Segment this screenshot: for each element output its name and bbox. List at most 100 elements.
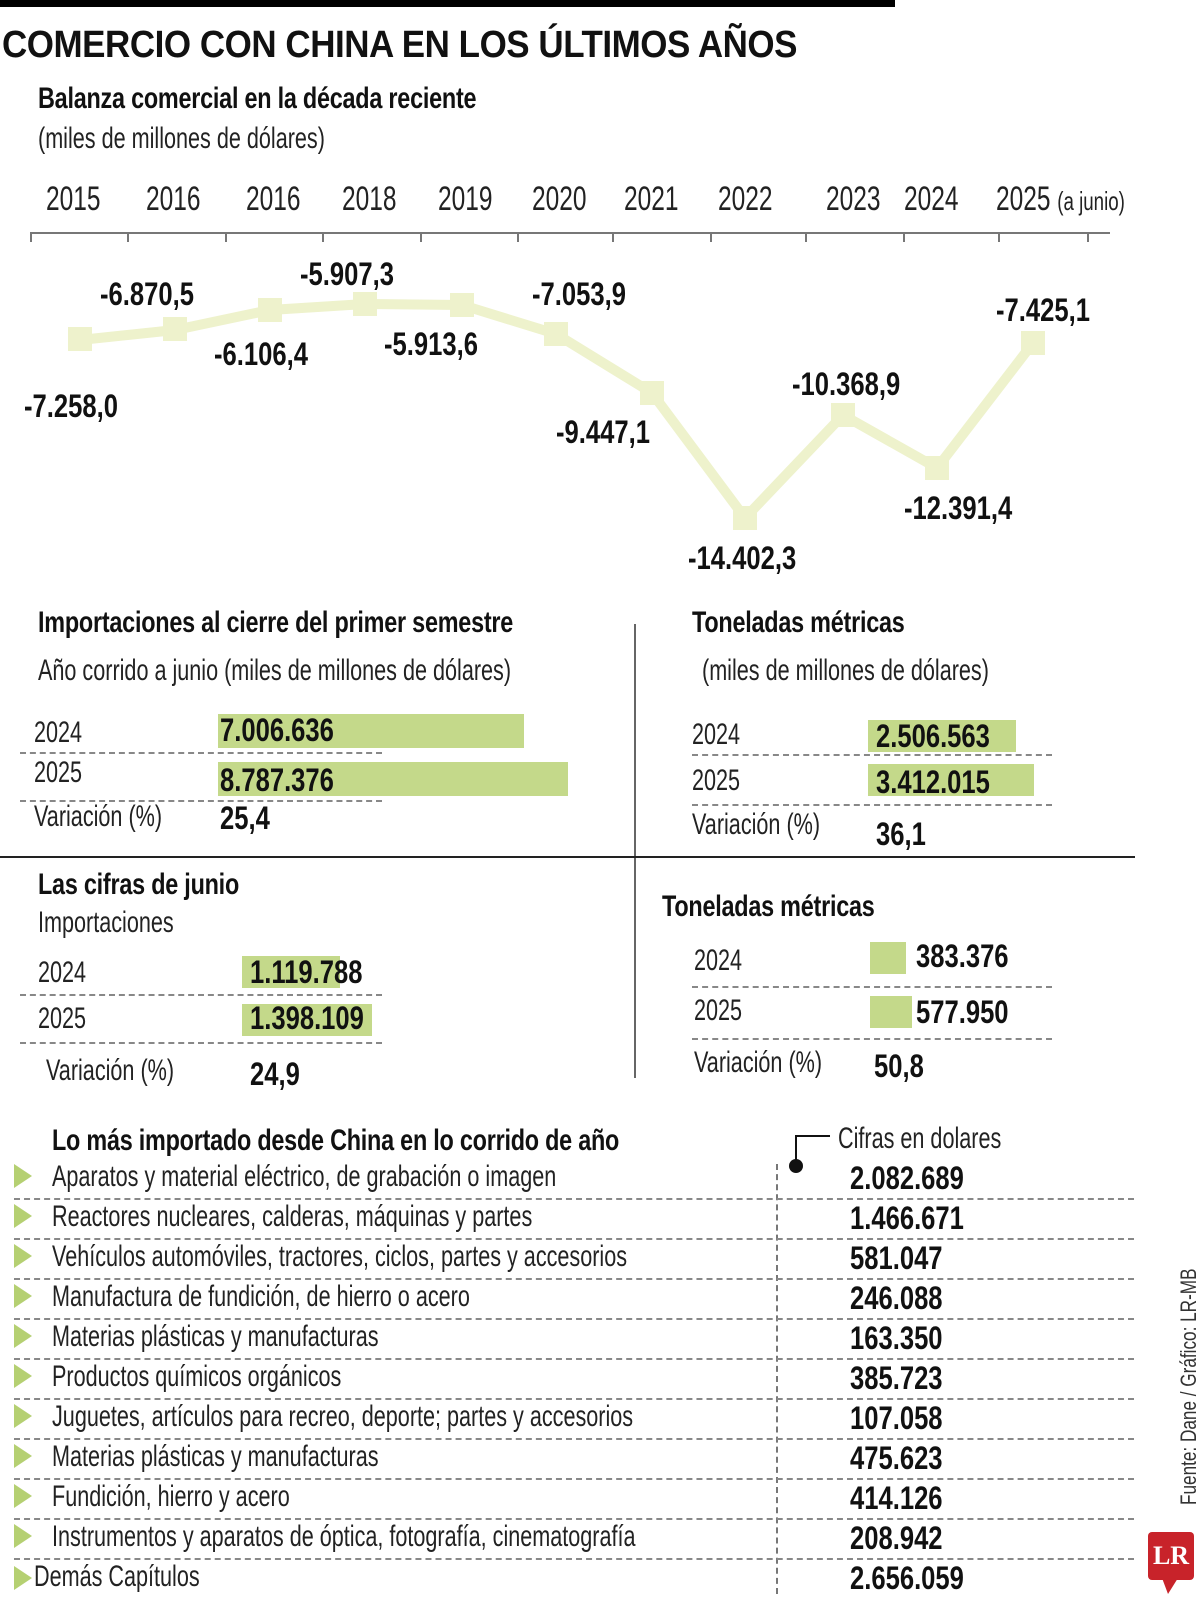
row-divider [14, 1198, 1134, 1200]
list-item-value: 246.088 [850, 1280, 943, 1316]
list-item-value: 208.942 [850, 1520, 943, 1556]
year-label: 2024 [904, 180, 959, 218]
data-label: -5.913,6 [384, 326, 478, 362]
balanza-line-chart [68, 292, 1045, 530]
row-divider [14, 1318, 1134, 1320]
balanza-heading: Balanza comercial en la década reciente [38, 82, 477, 115]
bar-2024 [870, 942, 906, 974]
list-item-value: 414.126 [850, 1480, 943, 1516]
row-year: 2024 [694, 944, 743, 977]
importaciones-heading: Importaciones al cierre del primer semes… [38, 606, 514, 639]
variation-value: 24,9 [250, 1056, 300, 1092]
list-item-value: 475.623 [850, 1440, 943, 1476]
row-divider [692, 986, 1052, 988]
value-column-divider [776, 1164, 778, 1594]
data-label: -6.870,5 [100, 276, 194, 312]
callout-connector-icon [789, 1135, 830, 1173]
list-item-label: Juguetes, artículos para recreo, deporte… [52, 1400, 634, 1433]
top-rule [0, 0, 895, 7]
toneladas-junio-heading: Toneladas métricas [662, 890, 875, 923]
bullet-arrow-icon [14, 1204, 32, 1228]
list-item-label: Aparatos y material eléctrico, de grabac… [52, 1160, 557, 1193]
importaciones-subheading: Año corrido a junio (miles de millones d… [38, 654, 512, 687]
row-year: 2024 [38, 956, 87, 989]
lr-logo-tail [1162, 1578, 1178, 1594]
data-label: -7.425,1 [996, 292, 1090, 328]
bar-2024 [218, 714, 524, 748]
row-year: 2024 [34, 716, 83, 749]
list-item-label: Materias plásticas y manufacturas [52, 1440, 379, 1473]
lr-logo: LR [1148, 1532, 1194, 1580]
horizontal-divider [0, 856, 1135, 858]
cifras-junio-subheading: Importaciones [38, 906, 174, 939]
data-label: -5.907,3 [300, 256, 394, 292]
row-divider [14, 1518, 1134, 1520]
variation-label: Variación (%) [694, 1046, 823, 1079]
bullet-arrow-icon [14, 1524, 32, 1548]
bar-2025 [868, 764, 1034, 796]
year-label: 2016 [246, 180, 301, 218]
row-value: 577.950 [916, 994, 1009, 1030]
row-divider [14, 1558, 1134, 1560]
row-divider [20, 800, 382, 802]
bar-2025 [218, 762, 568, 796]
year-label: 2023 [826, 180, 881, 218]
variation-value: 25,4 [220, 800, 270, 836]
list-item-value: 581.047 [850, 1240, 943, 1276]
row-year: 2025 [692, 764, 741, 797]
bullet-arrow-icon [14, 1404, 32, 1428]
list-item-value: 163.350 [850, 1320, 943, 1356]
bullet-arrow-icon [14, 1164, 32, 1188]
row-divider [14, 1238, 1134, 1240]
row-year: 2025 [694, 994, 743, 1027]
toneladas-heading: Toneladas métricas [692, 606, 905, 639]
list-item-label: Instrumentos y aparatos de óptica, fotog… [52, 1520, 636, 1553]
list-item-label: Demás Capítulos [34, 1560, 200, 1593]
balanza-unit: (miles de millones de dólares) [38, 122, 325, 155]
row-divider [20, 994, 382, 996]
row-value: 383.376 [916, 938, 1009, 974]
bullet-arrow-icon [14, 1324, 32, 1348]
year-label: 2019 [438, 180, 493, 218]
list-item-value: 2.082.689 [850, 1160, 964, 1196]
bar-2024 [242, 956, 340, 988]
row-divider [14, 1358, 1134, 1360]
list-item-value: 2.656.059 [850, 1560, 964, 1596]
value-header: Cifras en dolares [838, 1122, 1002, 1155]
year-axis-line [30, 232, 1110, 234]
row-year: 2025 [34, 756, 83, 789]
bar-2024 [868, 720, 1016, 752]
variation-label: Variación (%) [46, 1054, 175, 1087]
list-item-value: 107.058 [850, 1400, 943, 1436]
row-value: 1.398.109 [250, 1000, 364, 1036]
row-value: 8.787.376 [220, 762, 334, 798]
year-label: 2018 [342, 180, 397, 218]
data-label: -14.402,3 [688, 540, 797, 576]
year-label-last: 2025 (a junio) [996, 180, 1125, 218]
variation-label: Variación (%) [692, 808, 821, 841]
bar-2025 [870, 996, 912, 1028]
row-value: 3.412.015 [876, 764, 990, 800]
toneladas-subheading: (miles de millones de dólares) [702, 654, 989, 687]
list-item-value: 1.466.671 [850, 1200, 964, 1236]
row-divider [692, 1038, 1052, 1040]
page-title: COMERCIO CON CHINA EN LOS ÚLTIMOS AÑOS [2, 24, 798, 66]
bar-2025 [242, 1004, 372, 1036]
top-imports-heading: Lo más importado desde China en lo corri… [52, 1124, 620, 1157]
bullet-arrow-icon [14, 1484, 32, 1508]
year-label: 2020 [532, 180, 587, 218]
cifras-junio-heading: Las cifras de junio [38, 868, 240, 901]
source-credit: Fuente: Dane / Gráfico: LR-MB [1176, 1268, 1200, 1505]
bullet-arrow-icon [14, 1364, 32, 1388]
year-label: 2021 [624, 180, 679, 218]
vertical-divider [634, 624, 636, 1078]
row-divider [14, 1478, 1134, 1480]
list-item-label: Fundición, hierro y acero [52, 1480, 290, 1513]
data-label: -12.391,4 [904, 490, 1013, 526]
row-divider [692, 754, 1052, 756]
row-divider [692, 804, 1052, 806]
row-value: 2.506.563 [876, 718, 990, 754]
data-label: -10.368,9 [792, 366, 901, 402]
variation-value: 50,8 [874, 1048, 924, 1084]
bullet-arrow-icon [14, 1566, 32, 1590]
